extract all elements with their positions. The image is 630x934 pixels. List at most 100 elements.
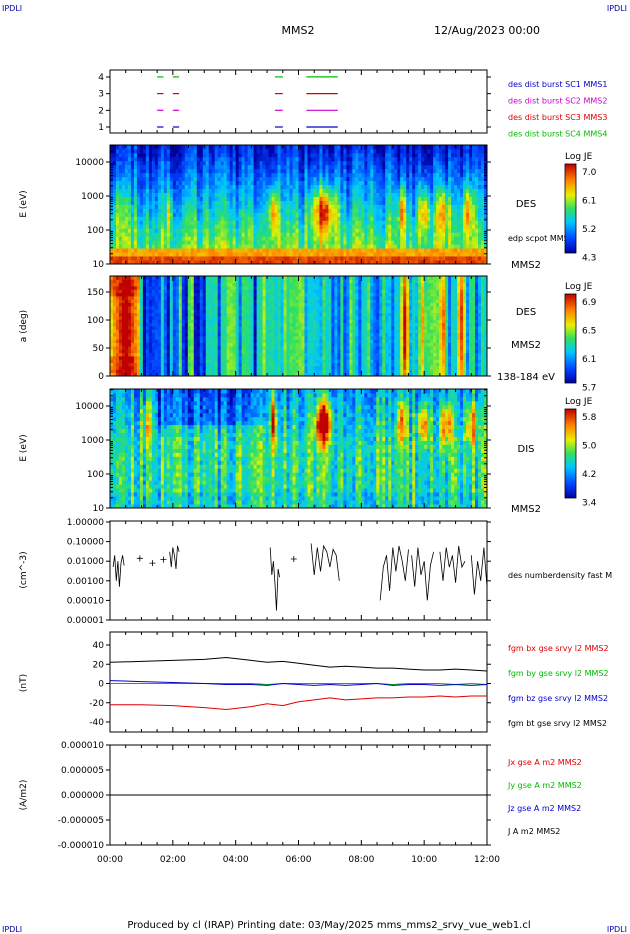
- spectrogram-cell: [169, 188, 174, 193]
- spectrogram-cell: [436, 168, 440, 174]
- spectrogram-cell: [376, 196, 380, 201]
- spectrogram-cell: [253, 256, 258, 261]
- spectrogram-cell: [385, 188, 389, 193]
- spectrogram-cell: [124, 306, 129, 310]
- spectrogram-cell: [124, 336, 129, 340]
- spectrogram-cell: [110, 296, 114, 300]
- spectrogram-cell: [304, 224, 308, 229]
- spectrogram-cell: [115, 276, 120, 280]
- spectrogram-cell: [139, 279, 144, 284]
- spectrogram-cell: [388, 196, 392, 201]
- spectrogram-cell: [211, 244, 216, 249]
- spectrogram-cell: [145, 200, 150, 205]
- spectrogram-cell: [133, 286, 138, 290]
- spectrogram-cell: [373, 236, 377, 241]
- spectrogram-cell: [388, 148, 392, 154]
- spectrogram-cell: [268, 188, 272, 193]
- spectrogram-cell: [436, 204, 440, 209]
- spectrogram-cell: [175, 192, 180, 197]
- spectrogram-cell: [163, 168, 168, 174]
- spectrogram-cell: [229, 224, 234, 229]
- spectrogram-cell: [157, 342, 162, 347]
- spectrogram-cell: [331, 160, 335, 166]
- spectrogram-cell: [373, 240, 377, 245]
- spectrogram-cell: [418, 244, 422, 249]
- spectrogram-cell: [160, 252, 165, 257]
- spectrogram-cell: [238, 176, 243, 182]
- spectrogram-cell: [334, 208, 338, 213]
- spectrogram-cell: [172, 232, 177, 237]
- spectrogram-cell: [112, 312, 117, 317]
- spectrogram-cell: [175, 156, 180, 162]
- spectrogram-cell: [241, 196, 246, 201]
- spectrogram-cell: [166, 372, 171, 377]
- spectrogram-cell: [208, 176, 213, 182]
- spectrogram-cell: [259, 216, 263, 221]
- spectrogram-cell: [220, 180, 225, 186]
- spectrogram-cell: [181, 188, 186, 193]
- spectrogram-cell: [424, 188, 428, 193]
- spectrogram-cell: [190, 299, 195, 304]
- spectrogram-cell: [157, 176, 162, 182]
- spectrogram-cell: [382, 160, 386, 166]
- spectrogram-cell: [445, 232, 449, 237]
- spectrogram-cell: [448, 220, 452, 225]
- spectrogram-cell: [292, 204, 296, 209]
- spectrogram-cell: [301, 200, 305, 205]
- spectrogram-cell: [328, 248, 332, 253]
- spectrogram-cell: [244, 220, 249, 225]
- spectrogram-cell: [370, 232, 374, 237]
- spectrogram-cell: [172, 296, 177, 300]
- spectrogram-cell: [169, 316, 174, 320]
- spectrogram-cell: [193, 204, 198, 209]
- spectrogram-cell: [271, 228, 275, 233]
- spectrogram-cell: [250, 184, 255, 190]
- spectrogram-cell: [367, 236, 371, 241]
- spectrogram-cell: [110, 168, 114, 174]
- spectrogram-cell: [154, 236, 159, 241]
- spectrogram-cell: [265, 192, 269, 197]
- spectrogram-cell: [454, 148, 458, 154]
- spectrogram-cell: [439, 148, 443, 154]
- spectrogram-cell: [190, 316, 195, 320]
- spectrogram-cell: [244, 160, 249, 166]
- spectrogram-cell: [442, 148, 446, 154]
- spectrogram-cell: [328, 252, 332, 257]
- spectrogram-cell: [211, 312, 216, 317]
- spectrogram-cell: [208, 346, 213, 350]
- spectrogram-cell: [160, 180, 165, 186]
- spectrogram-cell: [175, 228, 180, 233]
- spectrogram-cell: [388, 200, 392, 205]
- spectrogram-cell: [424, 224, 428, 229]
- spectrogram-cell: [361, 244, 365, 249]
- spectrogram-cell: [373, 248, 377, 253]
- spectrogram-cell: [385, 164, 389, 170]
- spectrogram-cell: [322, 180, 326, 186]
- spectrogram-cell: [115, 232, 120, 237]
- spectrogram-cell: [214, 332, 219, 337]
- spectrogram-cell: [214, 184, 219, 190]
- spectrogram-cell: [340, 196, 344, 201]
- spectrogram-cell: [187, 362, 192, 367]
- spectrogram-cell: [322, 228, 326, 233]
- spectrogram-cell: [196, 339, 201, 344]
- spectrogram-cell: [343, 168, 347, 174]
- spectrogram-cell: [433, 184, 437, 190]
- spectrogram-cell: [484, 172, 488, 178]
- spectrogram-cell: [484, 208, 488, 213]
- spectrogram-cell: [463, 228, 467, 233]
- spectrogram-cell: [121, 145, 126, 150]
- spectrogram-cell: [418, 192, 422, 197]
- spectrogram-cell: [316, 236, 320, 241]
- spectrogram-cell: [196, 322, 201, 327]
- spectrogram-cell: [136, 302, 141, 307]
- spectrogram-cell: [259, 204, 263, 209]
- spectrogram-cell: [121, 224, 126, 229]
- spectrogram-cell: [157, 180, 162, 186]
- spectrogram-cell: [115, 362, 120, 367]
- spectrogram-cell: [319, 145, 323, 150]
- spectrogram-cell: [148, 204, 153, 209]
- spectrogram-cell: [175, 366, 180, 370]
- spectrogram-cell: [139, 176, 144, 182]
- spectrogram-cell: [148, 236, 153, 241]
